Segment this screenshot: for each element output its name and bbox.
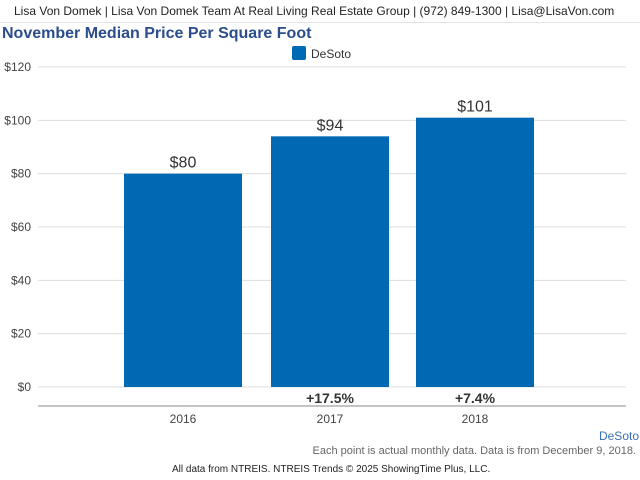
bar-value-label: $94 (317, 117, 344, 134)
y-tick-label: $80 (11, 167, 31, 181)
bar-value-label: $80 (170, 155, 197, 172)
y-tick-label: $120 (4, 60, 31, 74)
y-tick-label: $60 (11, 220, 31, 234)
header-bar: Lisa Von Domek | Lisa Von Domek Team At … (0, 0, 640, 23)
percent-change-label: +7.4% (455, 390, 496, 406)
region-label: DeSoto (599, 429, 639, 443)
legend-label: DeSoto (311, 47, 351, 61)
bar-chart: $0 $20 $40 $60 $80 $100 $120 $80 2016 $94 +17.5% 20… (4, 46, 639, 443)
percent-change-label: +17.5% (306, 390, 354, 406)
copyright-credit: All data from NTREIS. NTREIS Trends © 20… (172, 464, 491, 475)
x-tick-label: 2017 (317, 412, 344, 426)
y-tick-label: $40 (11, 273, 31, 287)
x-tick-label: 2016 (170, 412, 197, 426)
bar-2018 (416, 117, 534, 388)
chart-title: November Median Price Per Square Foot (2, 25, 312, 42)
bar-value-label: $101 (457, 99, 493, 116)
y-tick-label: $0 (18, 380, 32, 394)
agent-contact-header: Lisa Von Domek | Lisa Von Domek Team At … (14, 4, 615, 18)
data-source-note: Each point is actual monthly data. Data … (312, 445, 636, 457)
y-tick-label: $20 (11, 327, 31, 341)
bar-2017 (271, 136, 389, 387)
x-tick-label: 2018 (462, 412, 489, 426)
bar-2016 (124, 173, 242, 387)
y-tick-label: $100 (4, 113, 31, 127)
legend-swatch (292, 46, 306, 60)
